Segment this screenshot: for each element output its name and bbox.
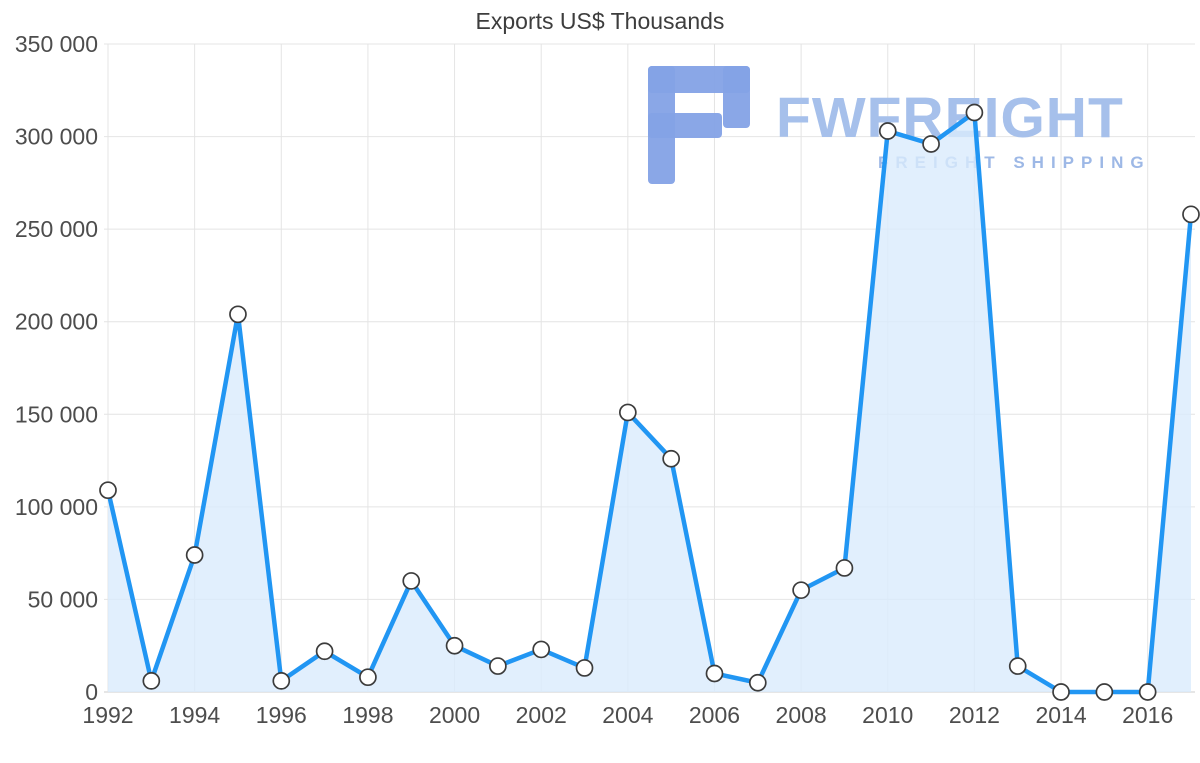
svg-text:2010: 2010 (862, 702, 913, 728)
data-point-marker (99, 481, 117, 500)
data-point-marker (965, 103, 984, 122)
data-point-marker (748, 673, 767, 692)
data-point-marker (705, 664, 724, 683)
data-point-marker (445, 636, 464, 655)
svg-text:0: 0 (85, 679, 98, 705)
svg-text:1994: 1994 (169, 702, 220, 728)
svg-text:2006: 2006 (689, 702, 740, 728)
data-point-marker (792, 581, 810, 600)
svg-text:1998: 1998 (342, 702, 393, 728)
data-point-marker (489, 657, 507, 675)
svg-text:150 000: 150 000 (15, 401, 98, 427)
svg-text:100 000: 100 000 (15, 494, 98, 520)
data-point-marker (359, 668, 377, 687)
data-point-marker (575, 659, 594, 677)
chart-title: Exports US$ Thousands (475, 8, 725, 34)
data-point-marker (272, 672, 291, 690)
data-point-marker (835, 559, 854, 577)
svg-text:50 000: 50 000 (28, 586, 98, 612)
data-point-marker (1095, 683, 1114, 701)
y-axis-labels: 0 50 000 100 000 150 000 200 000 250 000 300 0… (15, 31, 98, 705)
data-point-marker (1008, 657, 1027, 675)
data-point-marker (402, 572, 421, 590)
data-point-marker (1138, 683, 1157, 701)
svg-text:1996: 1996 (256, 702, 307, 728)
data-point-marker (315, 642, 334, 661)
data-point-marker (878, 122, 897, 140)
data-point-marker (532, 640, 551, 659)
svg-text:200 000: 200 000 (15, 309, 98, 335)
svg-text:300 000: 300 000 (15, 124, 98, 150)
svg-text:2016: 2016 (1122, 702, 1173, 728)
svg-text:1992: 1992 (82, 702, 133, 728)
data-point-marker (185, 546, 204, 564)
svg-text:2004: 2004 (602, 702, 653, 728)
series-area (108, 112, 1191, 692)
svg-text:2008: 2008 (776, 702, 827, 728)
data-point-marker (662, 449, 681, 468)
data-point-markers (99, 103, 1200, 701)
svg-text:250 000: 250 000 (15, 216, 98, 242)
data-point-marker (1182, 205, 1200, 224)
data-point-marker (229, 305, 247, 324)
svg-text:2012: 2012 (949, 702, 1000, 728)
data-point-marker (618, 403, 637, 422)
fwfreight-logo-icon (648, 66, 750, 184)
svg-text:2002: 2002 (516, 702, 567, 728)
x-axis-labels: 1992 1994 1996 1998 2000 2002 2004 2006 2008 2010… (82, 702, 1173, 728)
data-point-marker (142, 672, 161, 690)
svg-text:2000: 2000 (429, 702, 480, 728)
svg-text:2014: 2014 (1035, 702, 1086, 728)
data-point-marker (922, 135, 940, 153)
data-point-marker (1052, 683, 1070, 701)
svg-text:350 000: 350 000 (15, 31, 98, 57)
